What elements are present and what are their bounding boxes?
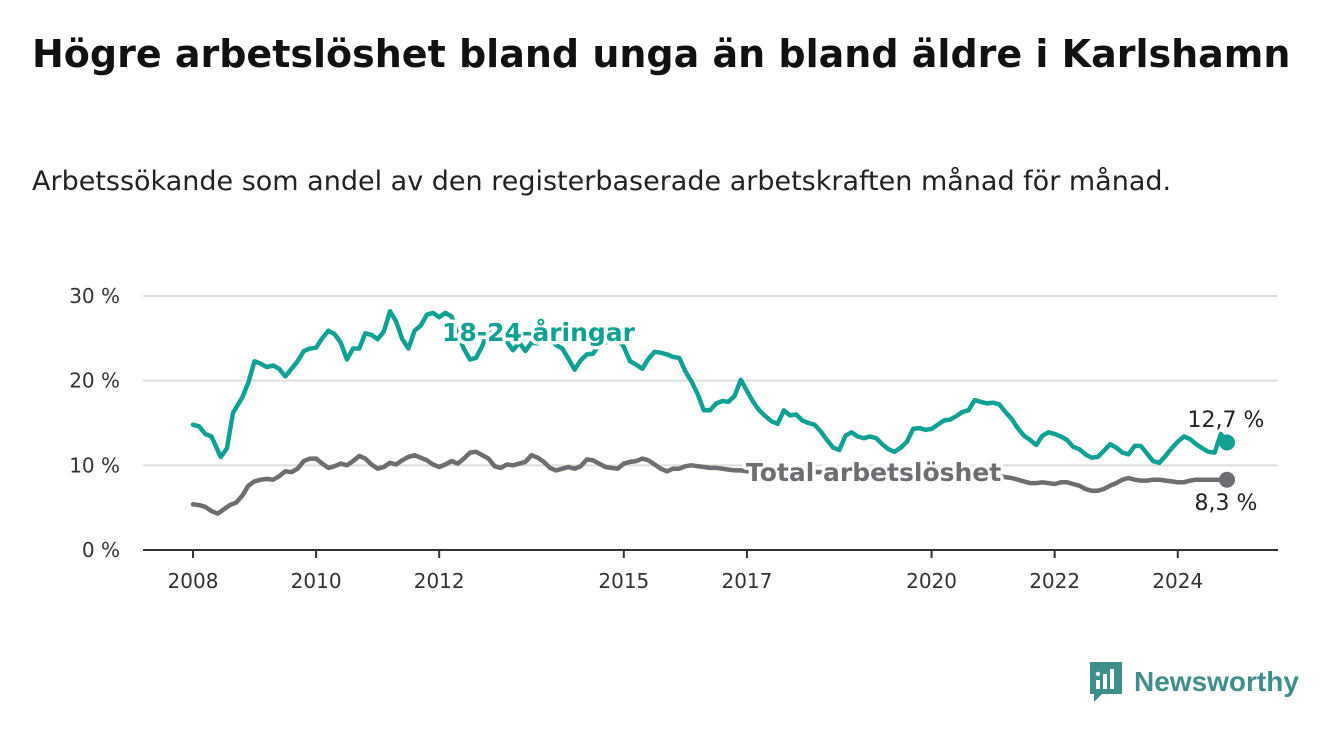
grid-lines <box>143 295 1278 467</box>
series-label-youth: 18-24-åringar <box>442 318 636 347</box>
series-lines <box>190 308 1235 516</box>
y-tick-label: 10 % <box>69 453 120 477</box>
end-marker-total <box>1219 471 1235 488</box>
x-tick-label: 2020 <box>906 569 957 593</box>
x-tick-label: 2022 <box>1029 569 1080 593</box>
end-label-total: 8,3 % <box>1195 491 1258 516</box>
series-labels: 18-24-åringar Total arbetslöshet 12,7 % 8,3… <box>439 315 1265 517</box>
end-label-youth: 12,7 % <box>1188 408 1265 433</box>
newsworthy-logo-icon <box>1090 662 1122 702</box>
x-axis: 2008 2010 2012 2015 2017 2020 2022 2024 <box>143 549 1278 593</box>
series-line-youth <box>190 308 1230 466</box>
chart-subtitle: Arbetssökande som andel av den registerb… <box>32 166 1172 197</box>
y-axis: 0 % 10 % 20 % 30 % <box>69 284 120 562</box>
end-marker-youth <box>1219 434 1235 451</box>
newsworthy-logo: Newsworthy <box>1088 660 1299 704</box>
x-tick-label: 2008 <box>168 569 219 593</box>
y-tick-label: 20 % <box>69 369 120 393</box>
brand-name: Newsworthy <box>1134 666 1299 697</box>
x-tick-label: 2024 <box>1152 569 1203 593</box>
series-line-total <box>190 449 1230 516</box>
chart-title: Högre arbetslöshet bland unga än bland ä… <box>32 32 1291 76</box>
x-tick-label: 2010 <box>291 569 342 593</box>
x-tick-label: 2017 <box>721 569 772 593</box>
x-tick-label: 2015 <box>598 569 649 593</box>
x-tick-label: 2012 <box>414 569 465 593</box>
y-tick-label: 30 % <box>69 284 120 308</box>
series-label-total: Total arbetslöshet <box>746 458 1001 487</box>
line-chart: 0 % 10 % 20 % 30 % 2008 2010 2012 2015 2017 2020… <box>69 284 1278 593</box>
y-tick-label: 0 % <box>82 538 120 562</box>
